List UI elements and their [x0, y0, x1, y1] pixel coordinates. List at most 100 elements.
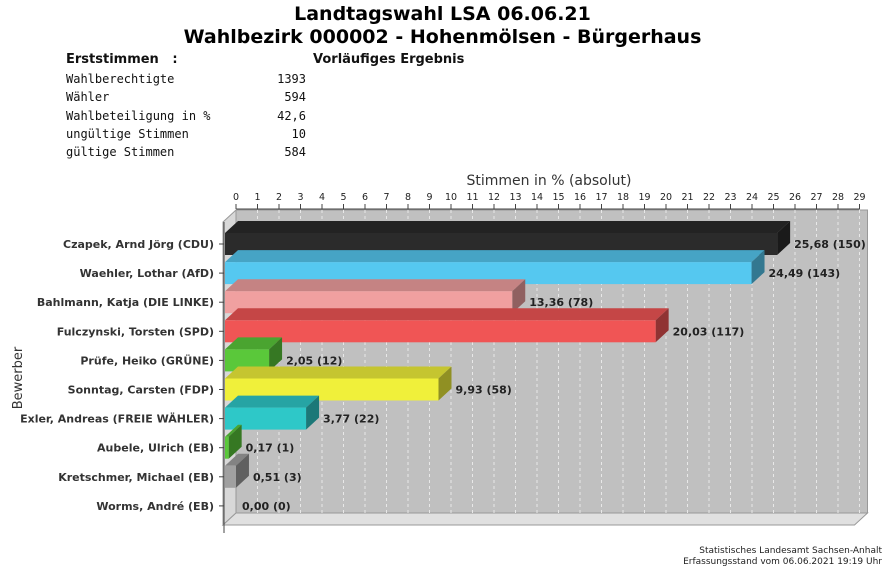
- data-label: 9,93 (58): [455, 384, 511, 397]
- stats-row: Wahlbeteiligung in % 42,6: [66, 109, 306, 127]
- bar-side: [438, 366, 452, 401]
- bar: [225, 291, 513, 314]
- data-label: 3,77 (22): [323, 413, 379, 426]
- bar-top: [225, 308, 669, 321]
- stats-label: ungültige Stimmen: [66, 126, 189, 141]
- x-tick-label: 12: [488, 192, 500, 203]
- category-label: Fulczynski, Torsten (SPD): [57, 325, 214, 338]
- x-tick-label: 29: [853, 192, 865, 203]
- bar: [225, 320, 656, 343]
- x-tick-label: 16: [574, 192, 586, 203]
- x-tick-label: 23: [724, 192, 736, 203]
- bar-top: [225, 279, 526, 292]
- stats-row: Wahlberechtigte 1393: [66, 72, 306, 90]
- x-tick-label: 0: [233, 192, 239, 203]
- bar-top: [225, 337, 283, 350]
- stats-row: Wähler 594: [66, 90, 306, 108]
- bar: [225, 262, 752, 285]
- x-tick-label: 18: [617, 192, 629, 203]
- bar: [225, 378, 439, 401]
- x-tick-label: 10: [445, 192, 457, 203]
- category-label: Waehler, Lothar (AfD): [80, 267, 214, 280]
- bar: [225, 436, 229, 459]
- x-axis-label: Stimmen in % (absolut): [467, 173, 632, 189]
- category-label: Sonntag, Carsten (FDP): [68, 384, 214, 397]
- data-label: 20,03 (117): [673, 325, 745, 338]
- x-tick-label: 28: [832, 192, 844, 203]
- bar: [225, 233, 778, 255]
- chart-title: Landtagswahl LSA 06.06.21: [294, 3, 591, 25]
- category-label: Bahlmann, Katja (DIE LINKE): [37, 296, 214, 309]
- stats-label: Wähler: [66, 90, 110, 105]
- x-tick-label: 11: [466, 192, 478, 203]
- bar-top: [225, 221, 791, 233]
- stats-label: gültige Stimmen: [66, 145, 175, 160]
- data-label: 24,49 (143): [769, 267, 841, 280]
- x-tick-label: 4: [319, 192, 325, 203]
- category-label: Czapek, Arnd Jörg (CDU): [63, 238, 214, 251]
- bar-side: [655, 308, 669, 343]
- x-tick-label: 5: [340, 192, 346, 203]
- data-label: 0,51 (3): [253, 471, 302, 484]
- bar: [225, 407, 307, 430]
- bar-side: [269, 337, 283, 372]
- bar-side: [228, 424, 242, 459]
- x-tick-label: 6: [362, 192, 368, 203]
- x-tick-label: 20: [660, 192, 672, 203]
- bar: [225, 465, 236, 488]
- stats-value: 594: [284, 90, 306, 105]
- chart-subtitle: Wahlbezirk 000002 - Hohenmölsen - Bürger…: [183, 26, 702, 48]
- stats-heading: Erststimmen :: [66, 52, 178, 67]
- x-tick-label: 25: [767, 192, 779, 203]
- data-label: 2,05 (12): [286, 354, 342, 367]
- x-tick-label: 17: [595, 192, 607, 203]
- stats-value: 42,6: [277, 108, 306, 123]
- x-tick-label: 24: [746, 192, 758, 203]
- data-label: 0,00 (0): [242, 500, 291, 513]
- category-label: Prüfe, Heiko (GRÜNE): [80, 353, 214, 367]
- stats-value: 10: [291, 126, 306, 141]
- stats-label: Wahlberechtigte: [66, 72, 175, 86]
- stats-value: 584: [284, 145, 306, 160]
- bar-side: [306, 395, 320, 430]
- bar-top: [225, 250, 765, 263]
- bar-side: [777, 221, 791, 255]
- data-label: 0,17 (1): [246, 442, 295, 455]
- stats-row: ungültige Stimmen 10: [66, 127, 306, 145]
- bar: [225, 349, 270, 372]
- bar-side: [751, 250, 765, 285]
- category-label: Aubele, Ulrich (EB): [97, 442, 214, 455]
- bar-top: [225, 395, 320, 408]
- x-tick-label: 13: [509, 192, 521, 203]
- x-tick-label: 14: [531, 192, 543, 203]
- x-tick-label: 19: [638, 192, 650, 203]
- data-label: 13,36 (78): [529, 296, 593, 309]
- bar-side: [512, 279, 526, 314]
- bar-top: [225, 453, 249, 466]
- x-tick-label: 22: [703, 192, 715, 203]
- x-tick-label: 2: [276, 192, 282, 203]
- status-label: Vorläufiges Ergebnis: [313, 52, 465, 67]
- x-tick-label: 1: [254, 192, 260, 203]
- stats-value: 1393: [277, 72, 306, 86]
- x-tick-label: 26: [789, 192, 801, 203]
- y-axis-label: Bewerber: [11, 346, 26, 409]
- x-tick-label: 15: [552, 192, 564, 203]
- x-tick-label: 8: [405, 192, 411, 203]
- x-tick-label: 3: [297, 192, 303, 203]
- stats-row: gültige Stimmen 584: [66, 145, 306, 163]
- x-tick-label: 9: [426, 192, 432, 203]
- stats-table: Wahlberechtigte 1393 Wähler 594 Wahlbeteil…: [66, 72, 306, 163]
- x-tick-label: 7: [383, 192, 389, 203]
- data-label: 25,68 (150): [794, 238, 866, 251]
- bar-side: [235, 453, 249, 488]
- category-label: Exler, Andreas (FREIE WÄHLER): [20, 412, 214, 426]
- plot-floor: [221, 512, 869, 526]
- category-label: Worms, André (EB): [96, 500, 214, 513]
- bar-top: [225, 366, 452, 379]
- footer-source: Statistisches Landesamt Sachsen-Anhalt: [699, 546, 882, 556]
- x-tick-label: 27: [810, 192, 822, 203]
- stats-label: Wahlbeteiligung in %: [66, 108, 211, 123]
- footer-timestamp: Erfassungsstand vom 06.06.2021 19:19 Uhr: [683, 557, 882, 567]
